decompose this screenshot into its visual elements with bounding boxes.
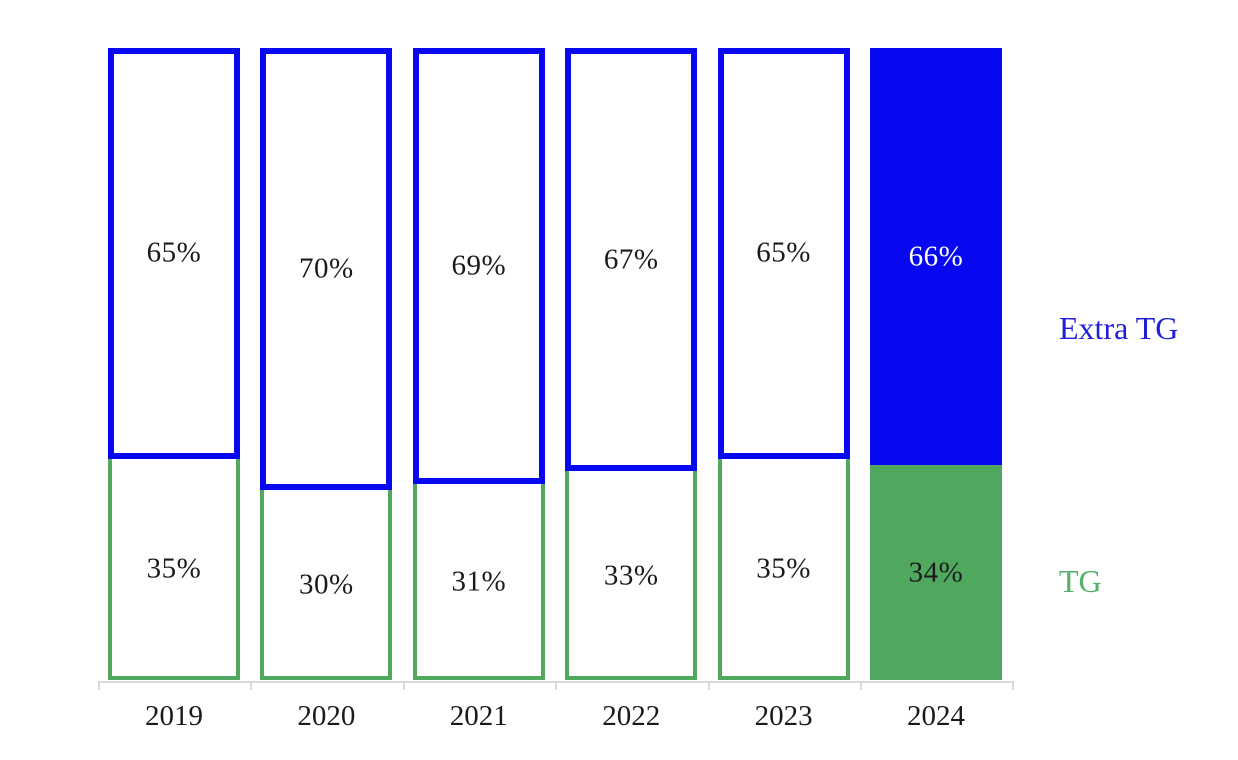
bar-2021-extra-tg-segment <box>412 48 545 485</box>
bar-2022-extra-tg-segment <box>565 48 698 472</box>
x-axis-tick <box>860 683 862 690</box>
bar-2023-tg-segment <box>717 458 850 680</box>
legend-item-tg: TG <box>1059 563 1102 599</box>
value-label-2020-extra-tg: 70% <box>299 252 354 285</box>
x-axis-label-2019: 2019 <box>145 700 203 732</box>
x-axis-tick <box>98 683 100 690</box>
bar-2024-tg-segment <box>870 465 1002 680</box>
x-axis-tick <box>1012 683 1015 690</box>
x-axis-tick <box>555 683 558 690</box>
value-label-2020-tg: 30% <box>299 568 354 601</box>
value-label-2021-tg: 31% <box>451 565 507 598</box>
legend-item-extra-tg: Extra TG <box>1059 310 1179 346</box>
x-axis-label-2024: 2024 <box>907 700 965 732</box>
value-label-2023-tg: 35% <box>756 552 811 585</box>
x-axis-tick <box>250 683 253 690</box>
bar-2020-tg-segment <box>260 490 393 680</box>
value-label-2022-tg: 33% <box>603 559 659 592</box>
bar-2021-tg-segment <box>412 484 545 680</box>
value-label-2021-extra-tg: 69% <box>451 249 507 282</box>
value-label-2024-tg: 34% <box>908 556 964 589</box>
value-label-2023-extra-tg: 65% <box>756 236 811 269</box>
bar-2019-tg-segment <box>108 458 240 680</box>
bar-2024-extra-tg-segment <box>870 48 1002 466</box>
x-axis-tick <box>402 683 405 690</box>
x-axis-label-2021: 2021 <box>449 700 508 732</box>
bar-2022-tg-segment <box>565 471 698 680</box>
x-axis-label-2020: 2020 <box>297 700 356 732</box>
x-axis-label-2023: 2023 <box>754 700 813 732</box>
x-axis-baseline <box>98 681 1015 683</box>
value-label-2019-tg: 35% <box>146 552 202 585</box>
x-axis-tick <box>707 683 710 690</box>
x-axis-label-2022: 2022 <box>602 700 661 732</box>
bar-2023-extra-tg-segment <box>717 48 850 459</box>
value-label-2019-extra-tg: 65% <box>146 236 202 269</box>
value-label-2024-extra-tg: 66% <box>908 240 964 273</box>
bar-2019-extra-tg-segment <box>108 48 240 459</box>
value-label-2022-extra-tg: 67% <box>603 243 659 276</box>
bar-2020-extra-tg-segment <box>260 48 393 491</box>
